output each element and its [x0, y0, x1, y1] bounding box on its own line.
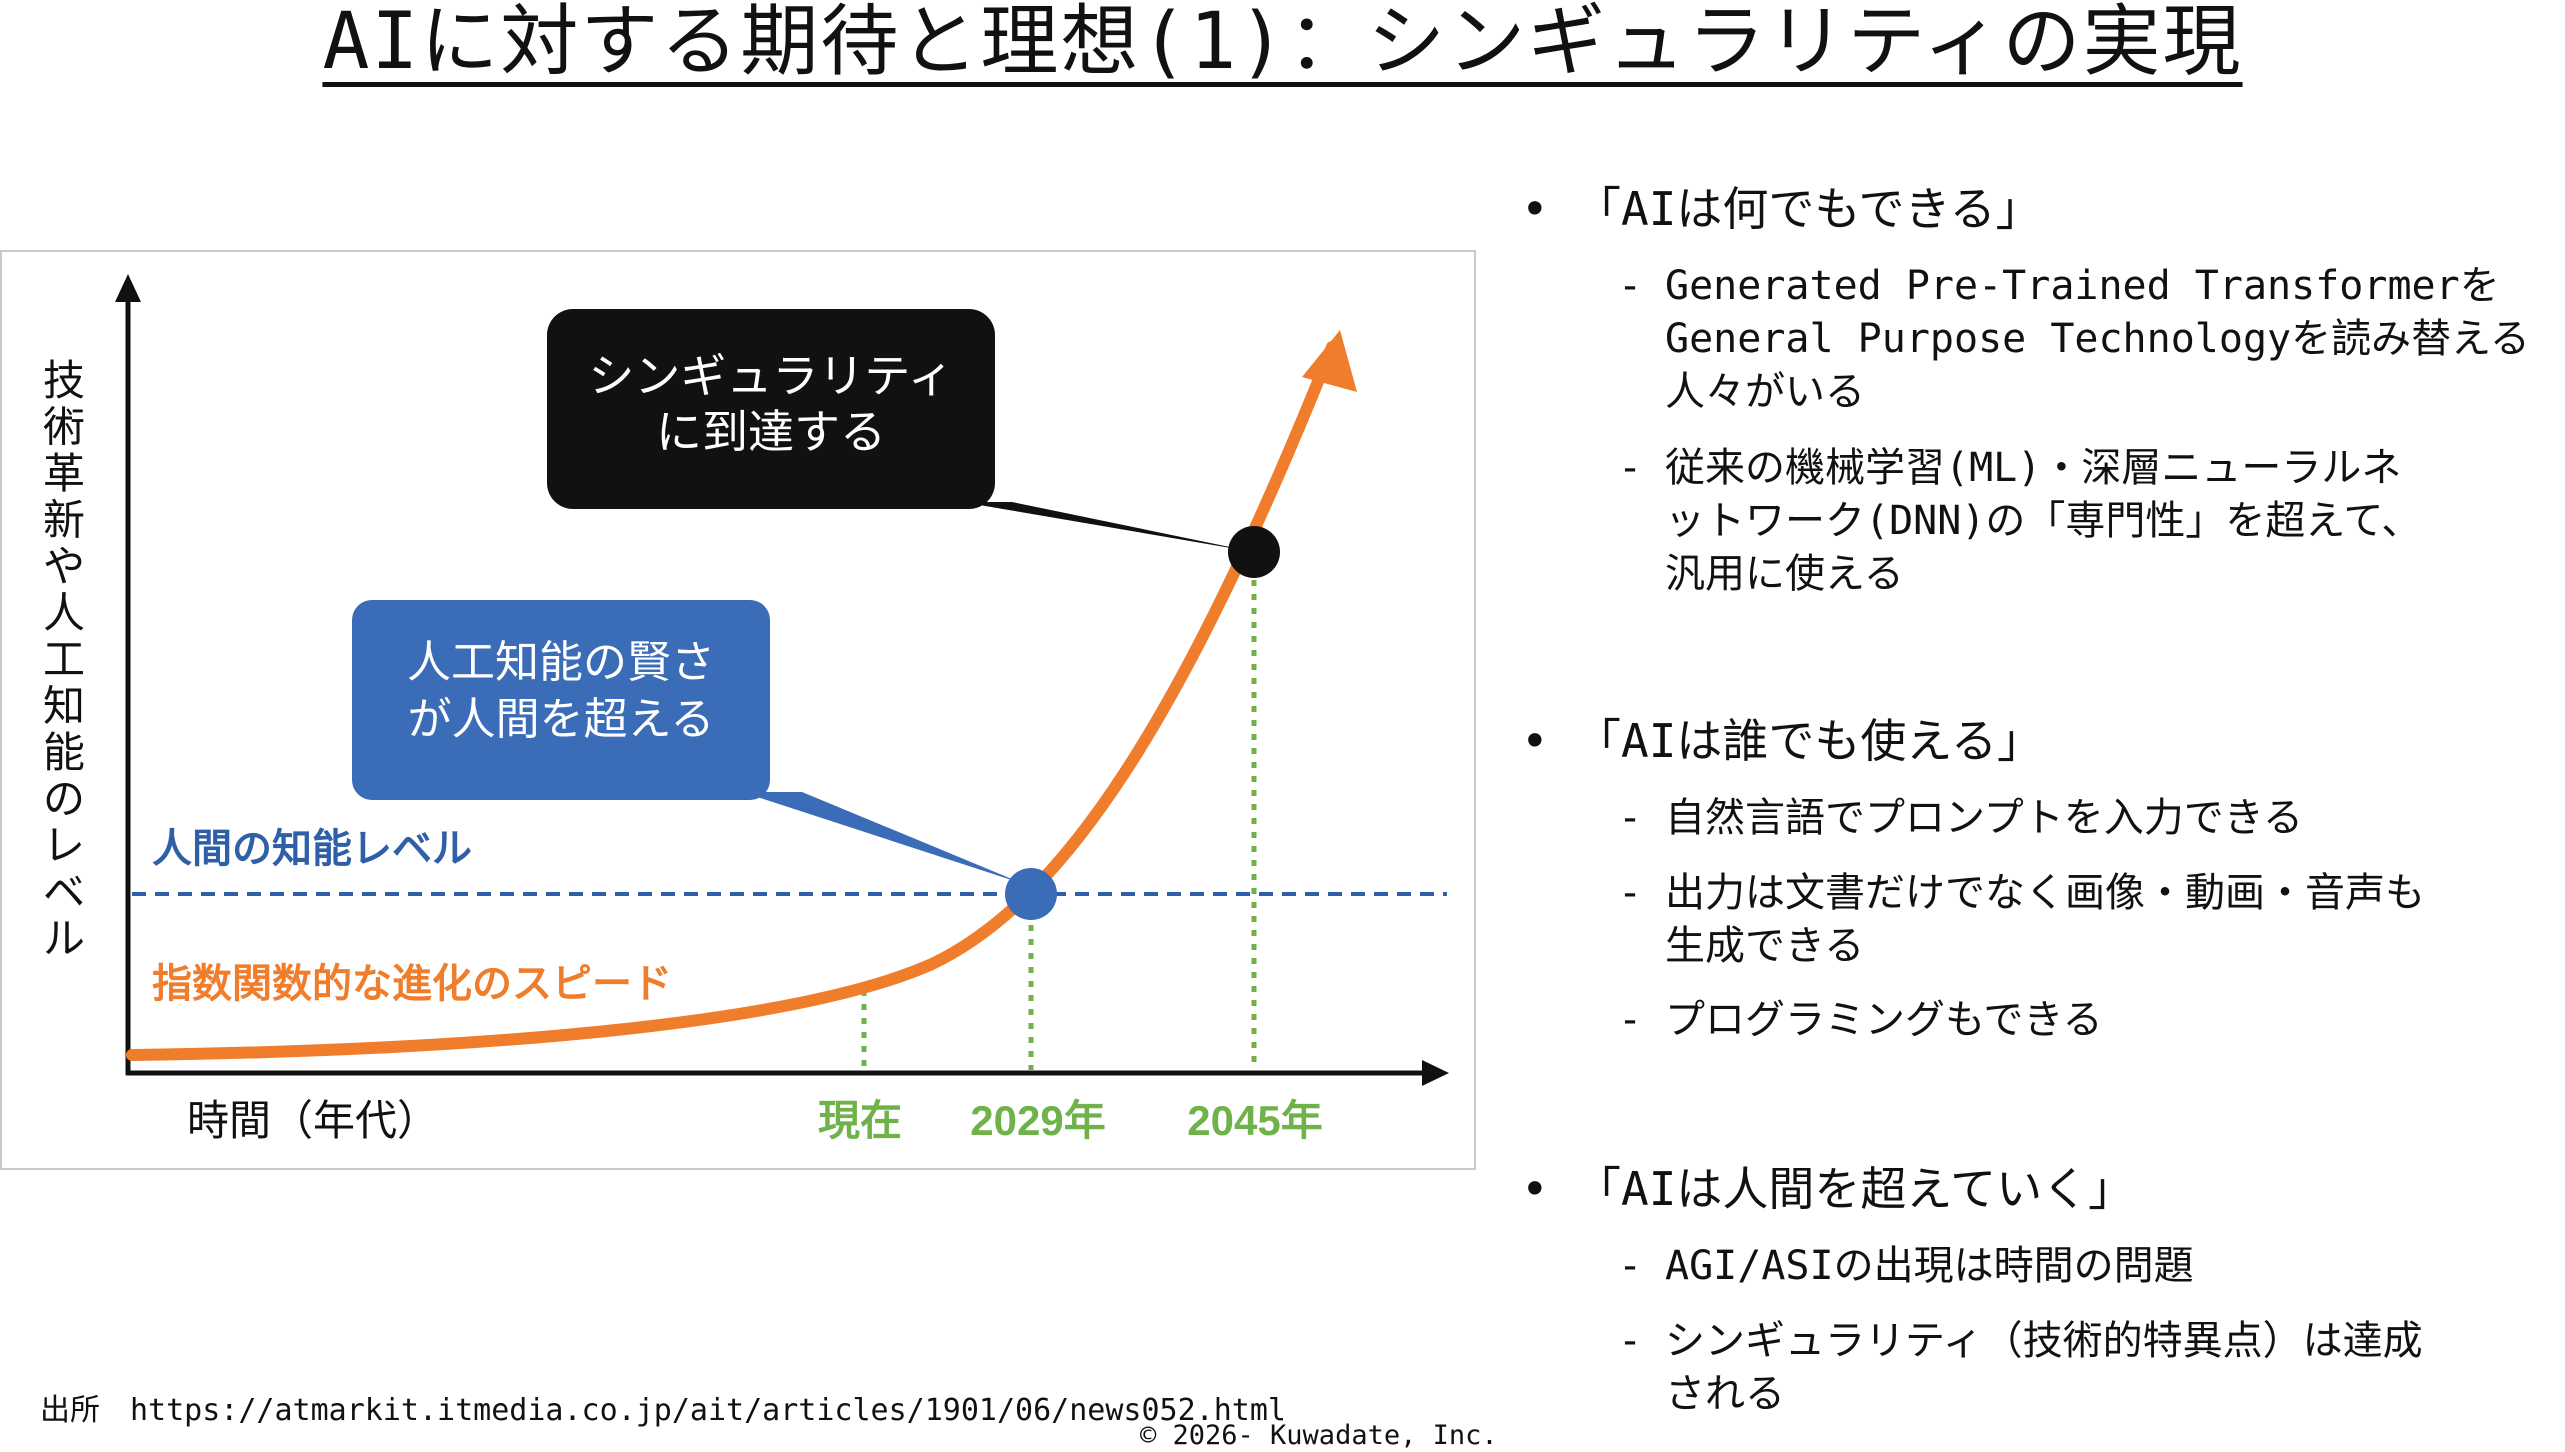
x-tick-now: 現在	[818, 1097, 902, 1144]
x-axis-label: 時間（年代）	[187, 1097, 439, 1144]
callout-singularity-box	[547, 309, 995, 509]
human-level-label: 人間の知能レベル	[152, 827, 472, 871]
sub-bullet-dash: -	[1617, 870, 1643, 916]
sub-bullet-line: AGI/ASIの出現は時間の問題	[1665, 1243, 2194, 1289]
x-axis-arrowhead	[1422, 1060, 1449, 1086]
page-title: AIに対する期待と理想(1)：シンギュラリティの実現	[322, 0, 2243, 87]
bullet-dot: •	[1521, 1162, 1549, 1216]
exponential-curve	[126, 341, 1338, 1061]
y-axis-label-char: 能	[43, 729, 85, 776]
y-axis-label-char: 新	[43, 497, 85, 544]
sub-bullet-dash: -	[1617, 795, 1643, 841]
y-axis-label-char: 工	[43, 636, 85, 683]
sub-bullet-line: Generated Pre-Trained Transformerを	[1665, 263, 2500, 309]
sub-bullet: - AGI/ASIの出現は時間の問題	[1618, 1240, 2565, 1293]
y-axis-label-char: 術	[43, 404, 85, 451]
bullet-dot: •	[1521, 714, 1549, 768]
callout-surpass-pointer	[742, 792, 1024, 884]
x-tick-2029: 2029年	[970, 1097, 1105, 1144]
singularity-chart: 技術革新や人工知能のレベル 人間の知能レベル 指数関数的な進化のスピード シンギ…	[0, 250, 1476, 1170]
sub-bullet: - 従来の機械学習(ML)・深層ニューラルネ ットワーク(DNN)の「専門性」を…	[1618, 442, 2565, 601]
sub-bullet-line: 汎用に使える	[1665, 551, 1904, 597]
y-axis-arrowhead	[115, 274, 141, 302]
sub-bullet-line: ットワーク(DNN)の「専門性」を超えて、	[1665, 498, 2422, 544]
y-axis-label-char: や	[43, 543, 85, 590]
sub-bullet-line: 人々がいる	[1665, 369, 1865, 415]
sub-bullet-line: 出力は文書だけでなく画像・動画・音声も	[1665, 870, 2425, 916]
callout-surpass-line1: 人工知能の賢さ	[407, 638, 715, 687]
sub-bullet-line: General Purpose Technologyを読み替える	[1665, 316, 2530, 362]
bullet-dot: •	[1521, 182, 1549, 236]
curve-label: 指数関数的な進化のスピード	[152, 962, 672, 1006]
y-axis-label-char: 人	[43, 590, 85, 637]
sub-bullet: - Generated Pre-Trained Transformerを Gen…	[1618, 260, 2565, 419]
sub-bullet-line: 自然言語でプロンプトを入力できる	[1665, 795, 2303, 841]
y-axis-label-char: ベ	[43, 869, 85, 916]
source-citation: 出所 https://atmarkit.itmedia.co.jp/ait/ar…	[40, 1393, 1286, 1428]
y-axis-label-char: ル	[43, 915, 85, 962]
sub-bullet: - シンギュラリティ（技術的特異点）は達成 される	[1618, 1315, 2565, 1421]
callout-surpass-line2: が人間を超える	[408, 695, 715, 744]
bullet-heading: 「AIは誰でも使える」	[1575, 714, 2044, 768]
copyright-notice: © 2026- Kuwadate, Inc.	[1140, 1420, 1498, 1451]
bullet-heading: 「AIは人間を超えていく」	[1575, 1162, 2135, 1216]
sub-bullet-dash: -	[1617, 997, 1643, 1043]
sub-bullet-line: される	[1665, 1371, 1785, 1417]
bullet-heading: 「AIは何でもできる」	[1575, 182, 2042, 236]
y-axis-label-char: 革	[43, 450, 85, 497]
x-tick-2045: 2045年	[1187, 1097, 1322, 1144]
y-axis-label-char: レ	[43, 822, 85, 869]
y-axis-label-char: の	[43, 776, 85, 823]
sub-bullet-line: プログラミングもできる	[1665, 997, 2103, 1043]
callout-singularity-line2: に到達する	[656, 406, 886, 458]
point-2029	[1005, 868, 1057, 920]
y-axis-label-char: 技	[43, 357, 85, 404]
sub-bullet-line: 従来の機械学習(ML)・深層ニューラルネ	[1665, 445, 2402, 491]
sub-bullet: - プログラミングもできる	[1618, 994, 2565, 1047]
sub-bullet: - 自然言語でプロンプトを入力できる	[1618, 792, 2565, 845]
callout-singularity-line1: シンギュラリティ	[588, 350, 953, 402]
sub-bullet-line: 生成できる	[1665, 923, 1865, 969]
callout-singularity-pointer	[962, 502, 1254, 552]
callout-surpass-box	[352, 600, 770, 800]
sub-bullet-dash: -	[1617, 263, 1643, 309]
sub-bullet: - 出力は文書だけでなく画像・動画・音声も 生成できる	[1618, 867, 2565, 973]
sub-bullet-dash: -	[1617, 445, 1643, 491]
curve-arrowhead	[1302, 330, 1357, 392]
sub-bullet-dash: -	[1617, 1318, 1643, 1364]
sub-bullet-line: シンギュラリティ（技術的特異点）は達成	[1665, 1318, 2423, 1364]
sub-bullet-dash: -	[1617, 1243, 1643, 1289]
y-axis-label-char: 知	[43, 683, 85, 730]
